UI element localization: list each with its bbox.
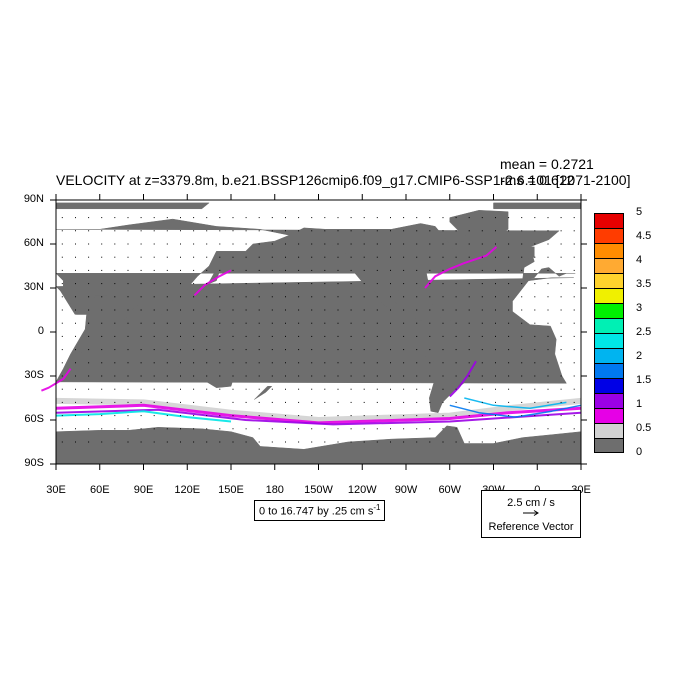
colorbar-label: 2 <box>636 350 643 362</box>
reference-vector-box: 2.5 cm / s Reference Vector <box>481 490 581 538</box>
land-arctic-fringe <box>55 202 210 210</box>
colorbar-label: 4 <box>636 254 643 266</box>
colorbar-label: 5 <box>636 206 643 218</box>
velocity-band-brazil <box>449 360 477 398</box>
contour-info-box: 0 to 16.747 by .25 cm s-1 <box>254 500 386 521</box>
reference-vector-arrow-icon <box>523 510 539 516</box>
contour-info-text: 0 to 16.747 by .25 cm s <box>259 505 374 518</box>
colorbar: 0 0.5 1 1.5 2 2.5 3 3.5 4 4.5 5 <box>594 206 654 458</box>
colorbar-swatch <box>594 318 624 333</box>
plot-title: VELOCITY at z=3379.8m, b.e21.BSSP126cmip… <box>56 172 631 188</box>
colorbar-label: 2.5 <box>636 326 652 338</box>
rms-stat: rms = 0.612 <box>500 172 575 188</box>
colorbar-swatch <box>594 423 624 438</box>
colorbar-swatch <box>594 243 624 258</box>
colorbar-swatch <box>594 228 624 243</box>
velocity-band-cyan-east <box>464 397 567 410</box>
velocity-band-blue <box>449 404 582 418</box>
land-uk <box>528 246 535 260</box>
reference-vector-label: Reference Vector <box>488 521 574 533</box>
land-arctic-fringe-east <box>493 202 582 210</box>
contour-info-exponent: -1 <box>373 503 381 512</box>
colorbar-label: 4.5 <box>636 230 652 242</box>
y-tick-label: 30N <box>23 281 44 293</box>
x-tick-label: 150W <box>304 484 333 496</box>
colorbar-label: 3.5 <box>636 278 652 290</box>
land-new-zealand <box>254 386 273 400</box>
reference-vector-speed: 2.5 cm / s <box>507 497 555 509</box>
colorbar-outline <box>594 213 624 453</box>
x-tick-label: 120W <box>347 484 377 496</box>
land-north-america <box>288 223 458 321</box>
colorbar-label: 0 <box>636 446 643 458</box>
velocity-band-purple <box>55 408 582 426</box>
x-tick-label: 60E <box>89 484 110 496</box>
colorbar-swatch <box>594 273 624 288</box>
x-tick-label: 30E <box>46 484 66 496</box>
colorbar-swatch <box>594 393 624 408</box>
colorbar-label: 3 <box>636 302 643 314</box>
colorbar-label: 1 <box>636 398 643 410</box>
x-tick-label: 120E <box>174 484 201 496</box>
colorbar-label: 1.5 <box>636 374 652 386</box>
colorbar-swatch <box>594 288 624 303</box>
x-tick-label: 90E <box>133 484 154 496</box>
land-madagascar <box>74 349 86 370</box>
x-tick-label: 90W <box>394 484 418 496</box>
colorbar-swatch <box>594 378 624 393</box>
y-tick-label: 90S <box>24 457 44 469</box>
velocity-band-gulf <box>424 246 498 289</box>
land-greenland <box>449 210 509 245</box>
x-tick-label: 150E <box>218 484 244 496</box>
y-tick-label: 0 <box>37 325 44 337</box>
colorbar-swatch <box>594 438 624 453</box>
colorbar-swatch <box>594 408 624 423</box>
colorbar-swatch <box>594 348 624 363</box>
velocity-band-light <box>55 397 582 423</box>
land-antarctica <box>55 425 582 465</box>
y-tick-label: 60N <box>23 237 44 249</box>
colorbar-swatch <box>594 303 624 318</box>
x-tick-label: 180 <box>265 484 284 496</box>
y-tick-label: 60S <box>24 413 44 425</box>
colorbar-swatch <box>594 363 624 378</box>
velocity-band-kuroshio <box>193 269 232 297</box>
mean-stat: mean = 0.2721 <box>500 156 594 172</box>
land-south-america <box>417 315 487 413</box>
y-tick-label: 30S <box>24 369 44 381</box>
y-tick-label: 90N <box>23 193 44 205</box>
velocity-band-cyan <box>55 410 232 423</box>
colorbar-swatch <box>594 333 624 348</box>
colorbar-label: 0.5 <box>636 422 652 434</box>
land-antilles <box>419 299 439 307</box>
colorbar-swatch <box>594 258 624 273</box>
x-tick-label: 60W <box>438 484 462 496</box>
land-australia <box>178 347 236 388</box>
land-indonesia <box>150 324 232 346</box>
velocity-band-magenta <box>55 403 582 425</box>
